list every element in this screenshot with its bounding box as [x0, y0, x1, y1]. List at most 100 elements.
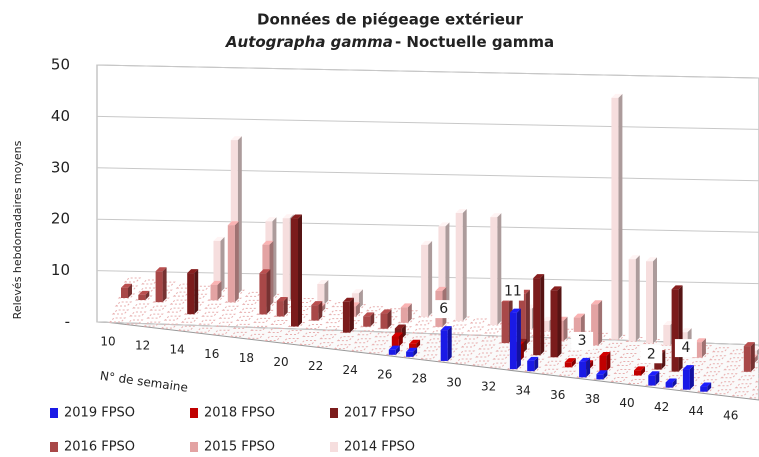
floor-tile — [247, 333, 265, 339]
bar — [455, 213, 463, 321]
bar-top — [680, 328, 692, 333]
floor-tile — [284, 330, 303, 335]
bar-side — [355, 302, 360, 317]
bar-top — [527, 356, 539, 361]
value-label-bg — [501, 282, 524, 301]
floor-tile — [489, 362, 507, 368]
floor-tile — [316, 342, 334, 348]
bar — [230, 140, 238, 295]
bar-top — [391, 332, 403, 337]
floor-tile — [449, 324, 467, 330]
floor-tile — [469, 318, 488, 324]
floor-tile — [322, 326, 340, 332]
x-tick-label: 22 — [308, 359, 323, 373]
bar — [317, 283, 325, 305]
bar — [550, 290, 558, 358]
floor-tile — [201, 311, 219, 317]
bar-side — [349, 297, 354, 333]
floor-tile — [241, 299, 260, 305]
bar-side — [655, 371, 660, 386]
x-tick-label: 26 — [377, 367, 392, 381]
bar-top — [409, 339, 421, 344]
bar-top — [628, 255, 640, 260]
floor-tile — [484, 328, 502, 334]
bar — [121, 287, 128, 298]
x-tick-label: 18 — [239, 351, 254, 365]
value-label-bg — [571, 331, 594, 350]
floor-tile — [141, 279, 159, 285]
x-tick-label: 28 — [412, 371, 427, 385]
x-tick-label: 32 — [481, 380, 496, 394]
floor-tile — [622, 344, 640, 350]
floor-tile — [126, 319, 144, 325]
floor-tile — [123, 277, 142, 283]
floor-tile — [619, 352, 637, 358]
floor-tile — [163, 315, 182, 321]
y-tick-label: 40 — [51, 107, 70, 125]
floor-tile — [328, 310, 346, 316]
species: Autographa gamma — [225, 33, 393, 51]
floor-tile — [478, 344, 496, 350]
legend-label: 2015 FPSO — [204, 440, 275, 455]
bar — [291, 218, 298, 327]
bar — [518, 293, 526, 346]
bar-side — [534, 356, 539, 372]
floor-tile — [267, 327, 285, 333]
floor-tile — [172, 291, 191, 297]
floor-tile — [717, 381, 735, 387]
bar-side — [428, 240, 433, 317]
bar-top — [682, 365, 694, 370]
floor-tile — [460, 342, 479, 348]
y-tick-label: 30 — [51, 158, 70, 176]
x-tick-label: 40 — [619, 396, 634, 410]
floor-tile — [108, 317, 127, 323]
bar — [743, 346, 751, 372]
floor-tile — [708, 355, 727, 361]
floor-tile — [411, 328, 430, 334]
bar — [342, 301, 350, 333]
bar-top — [648, 371, 660, 376]
x-tick-label: 10 — [100, 335, 115, 349]
bar-top — [388, 345, 400, 350]
legend-label: 2017 FPSO — [344, 406, 415, 421]
bar-top — [262, 240, 274, 245]
grid-line — [96, 64, 759, 79]
bar-side — [598, 300, 603, 346]
floor-tile — [734, 383, 753, 389]
floor-tile — [336, 336, 355, 342]
y-tick-label: - — [65, 313, 70, 331]
bar-top — [291, 214, 302, 219]
legend-swatch — [330, 408, 338, 418]
floor-tile — [558, 370, 577, 376]
bar — [542, 320, 550, 332]
bar-top — [646, 257, 657, 262]
y-tick-label: 50 — [51, 56, 70, 74]
floor-tile — [748, 393, 759, 399]
x-tick-label: 30 — [446, 376, 461, 390]
x-tick-label: 44 — [689, 404, 704, 418]
x-tick-label: 16 — [204, 347, 219, 361]
bar-top — [155, 267, 167, 272]
bar-top — [665, 378, 677, 383]
x-tick-label: 34 — [516, 384, 531, 398]
floor-tile — [605, 342, 623, 348]
bar-side — [413, 347, 418, 357]
floor-tile — [627, 379, 646, 384]
floor-tile — [699, 379, 718, 385]
bar — [579, 361, 587, 378]
bar-side — [603, 370, 608, 380]
bar-top — [363, 312, 375, 317]
bar-top — [187, 269, 199, 274]
bar — [440, 330, 448, 361]
bar — [682, 369, 690, 390]
floor-tile — [319, 334, 337, 340]
floor-tile — [726, 357, 744, 363]
bar-top — [213, 236, 225, 241]
floor-tile — [711, 347, 730, 353]
bar-side — [370, 312, 375, 327]
bar-side — [217, 280, 222, 301]
floor-tile — [737, 375, 756, 381]
y-axis-label: Relevés hebdomadaires moyens — [11, 140, 24, 319]
floor-tile — [232, 323, 251, 329]
bar-top — [743, 342, 755, 347]
